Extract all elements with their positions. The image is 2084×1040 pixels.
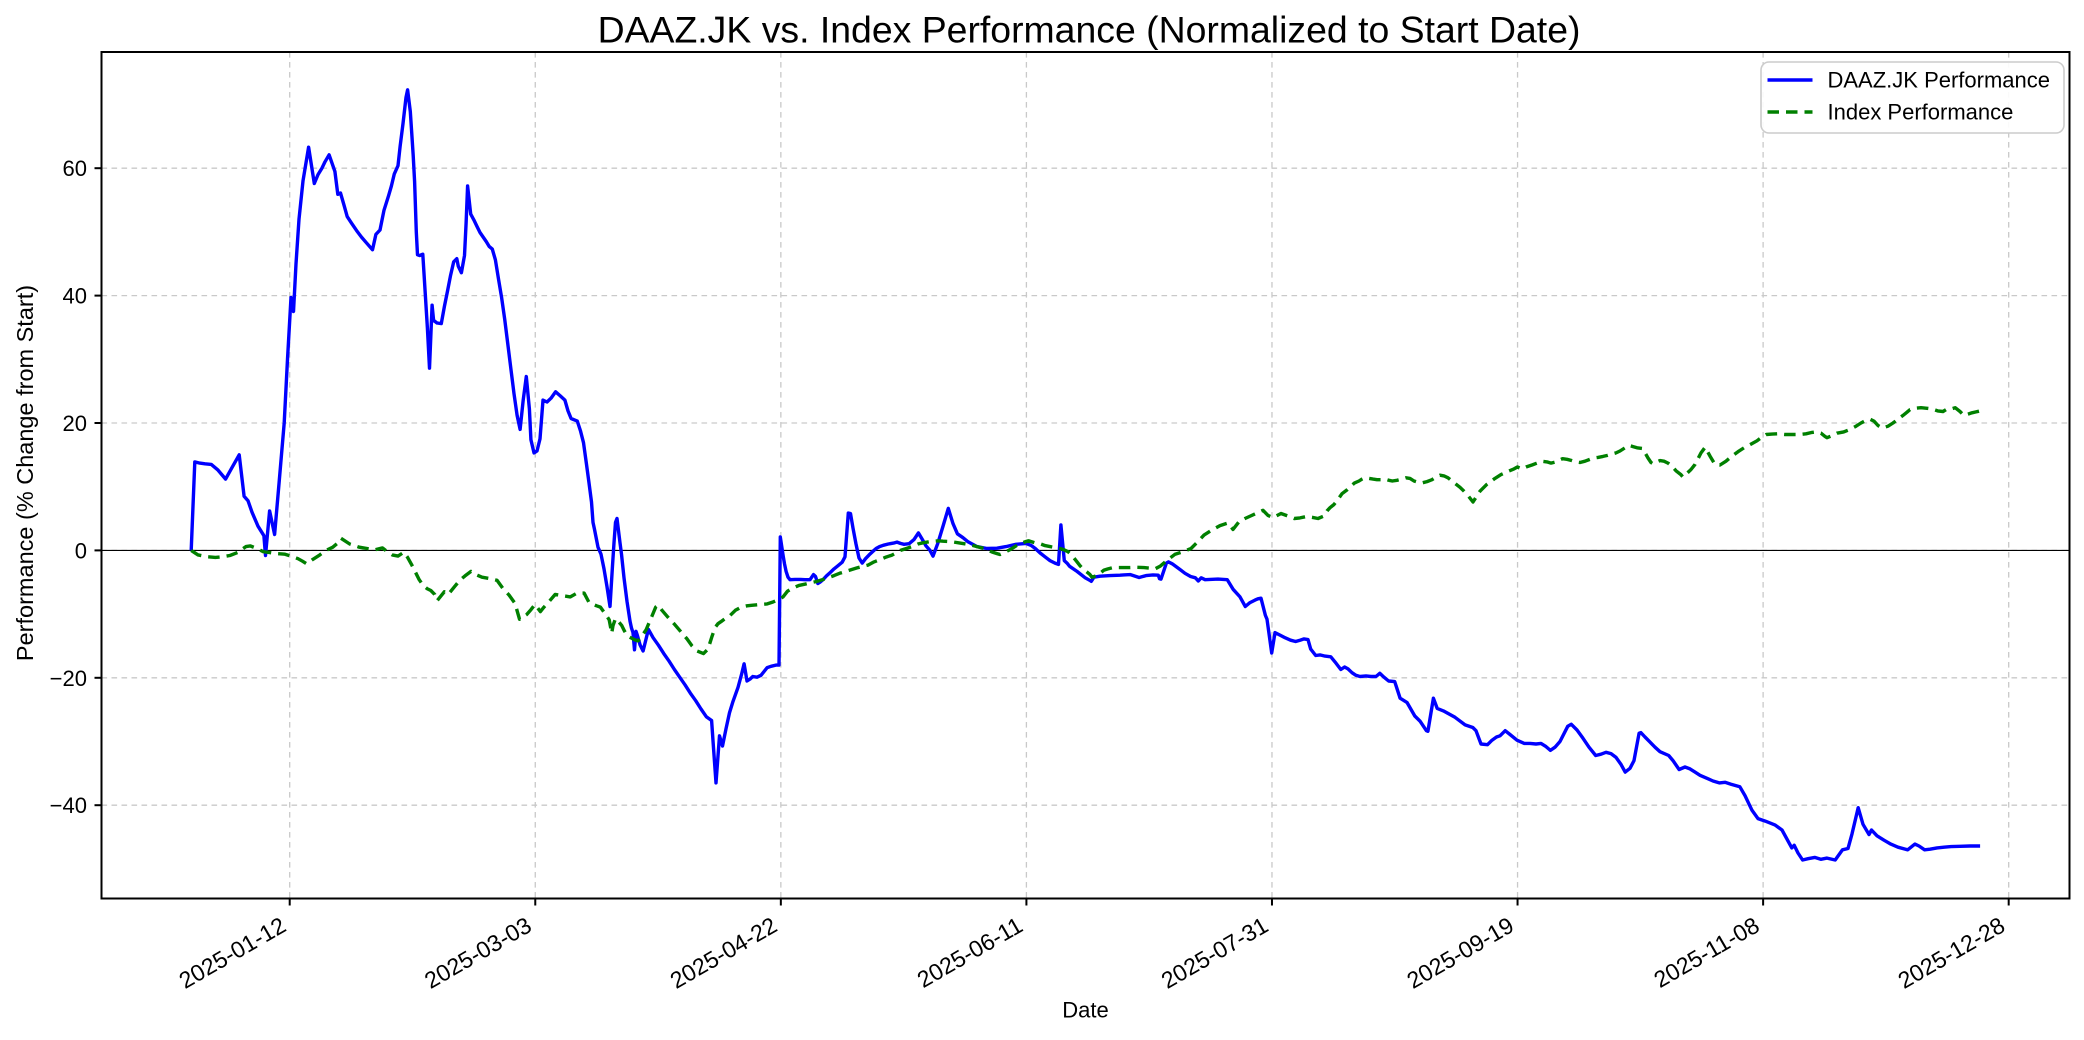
- svg-text:Date: Date: [1062, 998, 1108, 1023]
- svg-text:−40: −40: [50, 793, 87, 818]
- svg-text:−20: −20: [50, 666, 87, 691]
- svg-text:Index Performance: Index Performance: [1828, 100, 2014, 125]
- svg-text:20: 20: [63, 411, 87, 436]
- svg-text:40: 40: [63, 284, 87, 309]
- svg-text:DAAZ.JK vs. Index Performance: DAAZ.JK vs. Index Performance (Normalize…: [598, 9, 1581, 51]
- svg-text:60: 60: [63, 156, 87, 181]
- svg-text:Performance (% Change from Sta: Performance (% Change from Start): [12, 285, 38, 661]
- svg-text:DAAZ.JK Performance: DAAZ.JK Performance: [1828, 68, 2051, 93]
- svg-text:0: 0: [75, 538, 87, 563]
